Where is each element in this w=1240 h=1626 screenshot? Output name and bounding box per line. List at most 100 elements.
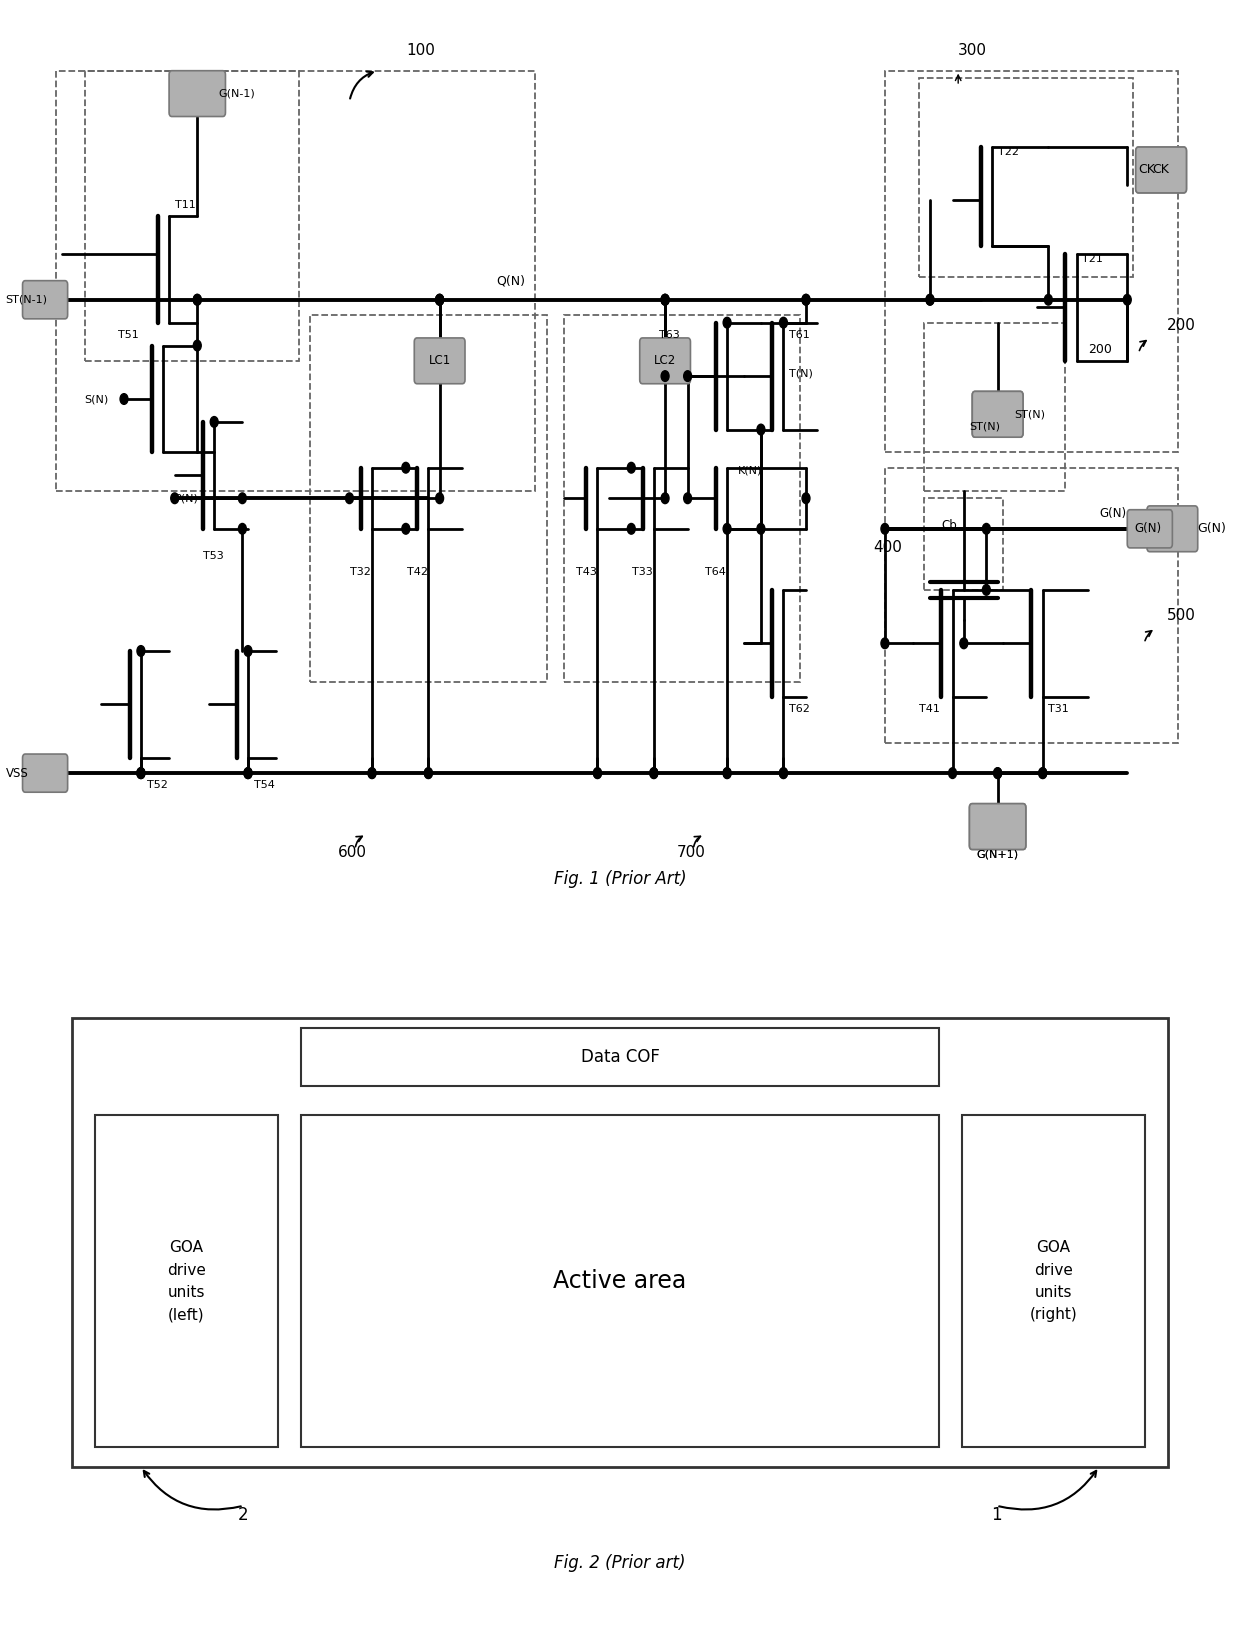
Text: Fig. 1 (Prior Art): Fig. 1 (Prior Art) (554, 870, 686, 888)
Circle shape (244, 767, 252, 779)
Text: T(N): T(N) (789, 367, 813, 379)
Text: VSS: VSS (6, 766, 29, 779)
Circle shape (136, 767, 145, 779)
Bar (300, 1115, 940, 1447)
Circle shape (650, 767, 657, 779)
Circle shape (435, 294, 444, 306)
Circle shape (120, 393, 128, 405)
Text: T53: T53 (203, 551, 223, 561)
Text: T51: T51 (118, 330, 139, 340)
Circle shape (244, 767, 252, 779)
Text: G(N): G(N) (1099, 507, 1126, 520)
Circle shape (802, 294, 810, 306)
Circle shape (880, 637, 889, 649)
FancyBboxPatch shape (970, 803, 1025, 849)
Text: GOA
drive
units
(left): GOA drive units (left) (167, 1241, 206, 1322)
Circle shape (683, 493, 692, 504)
FancyBboxPatch shape (1136, 146, 1187, 193)
Text: LC1: LC1 (429, 354, 451, 367)
Circle shape (723, 767, 732, 779)
Text: T33: T33 (632, 566, 653, 577)
Text: 500: 500 (1167, 608, 1195, 623)
Circle shape (982, 524, 991, 535)
Text: T64: T64 (706, 566, 727, 577)
Circle shape (594, 767, 601, 779)
Circle shape (136, 646, 145, 657)
Circle shape (402, 524, 409, 535)
Text: ST(N): ST(N) (1014, 410, 1045, 420)
Circle shape (780, 767, 787, 779)
Text: 200: 200 (1087, 343, 1112, 356)
Bar (84, 70, 299, 361)
Circle shape (171, 493, 179, 504)
Circle shape (661, 294, 670, 306)
Text: ST(N-1): ST(N-1) (6, 294, 47, 304)
Bar (564, 315, 800, 681)
FancyBboxPatch shape (1147, 506, 1198, 551)
Bar (885, 70, 1178, 452)
Circle shape (368, 767, 376, 779)
Circle shape (661, 493, 670, 504)
Bar (95, 1115, 278, 1447)
Circle shape (926, 294, 934, 306)
Circle shape (960, 637, 967, 649)
Bar (300, 1028, 940, 1086)
Bar (885, 468, 1178, 743)
FancyBboxPatch shape (972, 392, 1023, 437)
Circle shape (424, 767, 433, 779)
Text: LC2: LC2 (653, 354, 676, 367)
Text: 200: 200 (1167, 319, 1195, 333)
FancyBboxPatch shape (1127, 509, 1172, 548)
Circle shape (993, 767, 1002, 779)
Circle shape (238, 524, 247, 535)
Circle shape (136, 767, 145, 779)
Bar (924, 322, 1065, 491)
Text: 1: 1 (991, 1506, 1002, 1524)
FancyBboxPatch shape (640, 338, 691, 384)
Text: T41: T41 (919, 704, 940, 714)
Bar (919, 78, 1133, 276)
Circle shape (661, 294, 670, 306)
Text: Active area: Active area (553, 1270, 687, 1293)
Circle shape (435, 294, 444, 306)
Circle shape (661, 371, 670, 382)
Text: T11: T11 (175, 200, 196, 210)
FancyBboxPatch shape (1136, 146, 1187, 193)
Circle shape (926, 294, 934, 306)
Circle shape (402, 462, 409, 473)
Text: P(N): P(N) (175, 493, 198, 504)
Circle shape (1123, 294, 1131, 306)
Circle shape (1044, 294, 1053, 306)
Circle shape (802, 294, 810, 306)
Circle shape (1039, 767, 1047, 779)
Circle shape (1039, 767, 1047, 779)
Circle shape (756, 424, 765, 434)
Text: G(N-1): G(N-1) (218, 88, 255, 99)
Circle shape (756, 524, 765, 535)
Text: ST(N): ST(N) (970, 421, 1001, 431)
Circle shape (193, 294, 201, 306)
Text: G(N+1): G(N+1) (977, 849, 1019, 860)
Circle shape (802, 493, 810, 504)
Text: 700: 700 (676, 846, 706, 860)
Circle shape (238, 493, 247, 504)
Text: 600: 600 (339, 846, 367, 860)
Text: G(N): G(N) (1198, 522, 1226, 535)
FancyBboxPatch shape (22, 281, 68, 319)
FancyBboxPatch shape (414, 338, 465, 384)
Text: 100: 100 (405, 44, 435, 59)
Circle shape (136, 767, 145, 779)
Circle shape (982, 584, 991, 595)
Text: G(N+1): G(N+1) (977, 849, 1019, 860)
Circle shape (211, 416, 218, 428)
Circle shape (244, 646, 252, 657)
Text: T54: T54 (254, 780, 274, 790)
Text: 2: 2 (238, 1506, 249, 1524)
Circle shape (627, 462, 635, 473)
Circle shape (244, 767, 252, 779)
Text: T62: T62 (789, 704, 810, 714)
Circle shape (723, 317, 732, 328)
Circle shape (435, 294, 444, 306)
Bar (962, 1115, 1145, 1447)
Text: T21: T21 (1083, 254, 1104, 263)
